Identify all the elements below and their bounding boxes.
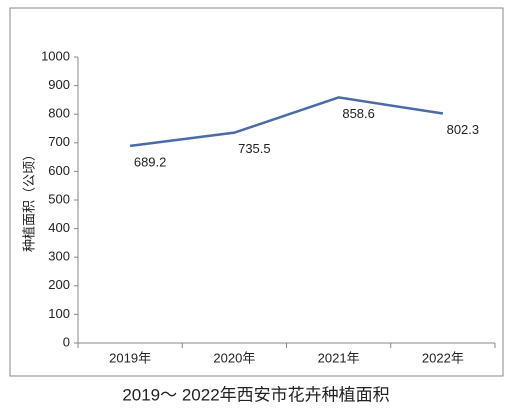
y-tick-label: 0 <box>63 334 70 349</box>
x-tick-label: 2020年 <box>213 350 255 365</box>
chart-frame <box>9 7 504 377</box>
y-axis-label: 种植面积（公顷） <box>21 148 36 252</box>
chart-title: 2019～ 2022年西安市花卉种植面积 <box>122 385 389 404</box>
y-tick-label: 700 <box>48 134 70 149</box>
data-label: 689.2 <box>134 154 167 169</box>
x-tick-label: 2019年 <box>109 350 151 365</box>
data-label: 802.3 <box>447 122 480 137</box>
y-tick-label: 100 <box>48 306 70 321</box>
y-tick-label: 400 <box>48 220 70 235</box>
y-tick-label: 1000 <box>41 48 70 63</box>
y-tick-label: 900 <box>48 77 70 92</box>
data-line <box>129 96 444 148</box>
x-tick-label: 2022年 <box>422 350 464 365</box>
y-tick-label: 800 <box>48 106 70 121</box>
data-label: 735.5 <box>238 141 271 156</box>
data-label: 858.6 <box>342 106 375 121</box>
y-tick-label: 200 <box>48 277 70 292</box>
y-tick-label: 500 <box>48 191 70 206</box>
y-tick-label: 300 <box>48 249 70 264</box>
x-tick-label: 2021年 <box>318 350 360 365</box>
y-tick-label: 600 <box>48 163 70 178</box>
